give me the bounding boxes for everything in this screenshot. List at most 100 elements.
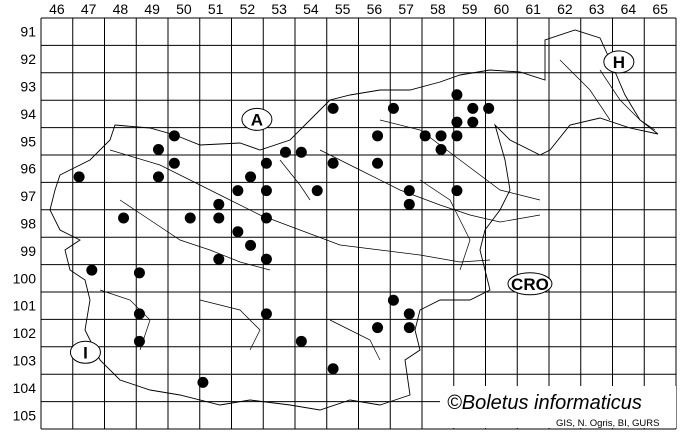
column-label: 50 (176, 1, 192, 17)
column-label: 54 (303, 1, 319, 17)
row-label: 102 (13, 325, 37, 341)
country-label-ellipse (69, 340, 101, 364)
record-dot (133, 335, 145, 347)
record-dot (311, 185, 323, 197)
record-dot (232, 226, 244, 238)
river (319, 149, 541, 223)
record-dot (213, 212, 225, 224)
row-labels: 91 92 93 94 95 96 97 98 99 100 101 102 103 104 105 (13, 24, 37, 424)
river (599, 69, 656, 131)
slovenia-border (49, 29, 659, 411)
record-dot (260, 157, 272, 169)
record-dot (279, 146, 291, 158)
row-label: 104 (13, 380, 37, 396)
column-labels: 46 47 48 49 50 51 52 53 54 55 56 57 58 59 60 61 62 63 64 65 (49, 1, 668, 17)
row-label: 95 (20, 133, 36, 149)
record-dot (387, 102, 399, 114)
record-dot (372, 157, 384, 169)
record-dot (387, 294, 399, 306)
row-label: 105 (13, 407, 37, 423)
record-dot (260, 212, 272, 224)
river (109, 149, 491, 263)
country-label-ellipse (603, 50, 635, 74)
credit-text: GIS, N. Ogris, BI, GURS (556, 418, 659, 429)
country-label: A (251, 110, 263, 129)
row-label: 93 (20, 79, 36, 95)
record-dot (403, 185, 415, 197)
record-dot (152, 171, 164, 183)
country-label: I (83, 343, 88, 362)
country-label: H (613, 53, 625, 72)
column-label: 65 (652, 1, 668, 17)
column-label: 62 (557, 1, 573, 17)
record-dot (245, 239, 257, 251)
river (419, 179, 471, 271)
record-dot (372, 130, 384, 142)
record-dot (133, 308, 145, 320)
column-label: 56 (367, 1, 383, 17)
column-label: 61 (525, 1, 541, 17)
record-dot (372, 322, 384, 334)
river (329, 319, 381, 361)
river (279, 159, 311, 201)
record-dot (451, 130, 463, 142)
country-labels: A H CRO I (69, 50, 635, 364)
record-dot (295, 146, 307, 158)
record-dot (118, 212, 130, 224)
column-label: 57 (398, 1, 414, 17)
column-label: 51 (208, 1, 224, 17)
record-dot (168, 157, 180, 169)
column-label: 47 (81, 1, 97, 17)
record-dot (483, 102, 495, 114)
record-dot (451, 89, 463, 101)
record-dot (184, 212, 196, 224)
record-dot (327, 157, 339, 169)
row-label: 100 (13, 270, 37, 286)
record-dot (451, 185, 463, 197)
record-dot (213, 253, 225, 265)
record-dot (232, 185, 244, 197)
river (199, 299, 261, 351)
column-label: 64 (621, 1, 637, 17)
copyright-background (440, 386, 676, 428)
country-label-ellipse (241, 107, 273, 131)
copyright-text: ©Boletus informaticus (447, 392, 642, 414)
record-dot (197, 376, 209, 388)
column-label: 59 (462, 1, 478, 17)
column-label: 53 (271, 1, 287, 17)
map-grid (40, 17, 677, 430)
record-dot (213, 198, 225, 210)
rivers (99, 59, 656, 361)
record-dot (260, 308, 272, 320)
record-dot (327, 102, 339, 114)
river (379, 119, 541, 201)
row-label: 97 (20, 188, 36, 204)
record-dot (86, 264, 98, 276)
record-dot (451, 116, 463, 128)
country-label-ellipse (507, 272, 553, 296)
row-label: 92 (20, 51, 36, 67)
record-dot (467, 102, 479, 114)
record-dot (260, 185, 272, 197)
record-dot (403, 308, 415, 320)
country-border (49, 29, 659, 411)
record-dot (435, 144, 447, 156)
record-dot (435, 130, 447, 142)
record-dot (295, 335, 307, 347)
record-dot (152, 144, 164, 156)
country-label: CRO (511, 275, 549, 294)
column-label: 60 (494, 1, 510, 17)
record-dot (327, 363, 339, 375)
record-dot (467, 116, 479, 128)
column-label: 58 (430, 1, 446, 17)
record-dot (403, 322, 415, 334)
column-label: 52 (240, 1, 256, 17)
column-label: 48 (113, 1, 129, 17)
column-label: 55 (335, 1, 351, 17)
record-dot (73, 171, 85, 183)
record-dot (419, 130, 431, 142)
row-label: 94 (20, 106, 36, 122)
row-label: 101 (13, 298, 37, 314)
record-dot (133, 267, 145, 279)
